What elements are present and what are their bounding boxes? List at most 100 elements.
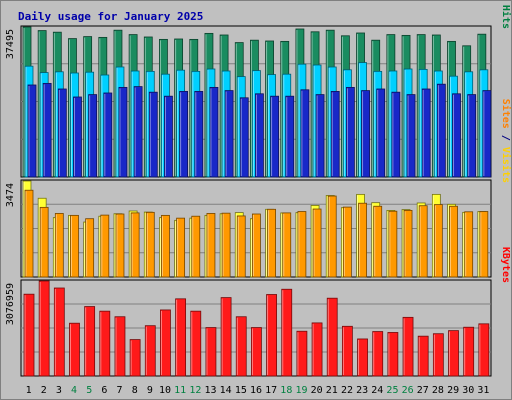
kbytes-bar (129, 339, 141, 377)
sites-bar (54, 213, 64, 278)
x-tick-label: 19 (295, 385, 307, 396)
sites-bar (297, 211, 307, 278)
x-tick-label: 16 (250, 385, 262, 396)
x-tick-label: 14 (220, 385, 232, 396)
kbytes-bar (53, 287, 65, 377)
pages-bar (133, 86, 143, 178)
pages-bar (285, 95, 295, 178)
kbytes-bar (160, 309, 171, 377)
kbytes-bar (144, 325, 156, 377)
kbytes-bar (478, 323, 490, 377)
kbytes-bar (23, 293, 35, 377)
pages-bar (345, 86, 355, 178)
kbytes-bar (402, 316, 414, 377)
pages-bar (239, 97, 249, 178)
pages-bar (421, 88, 431, 178)
x-tick-label: 1 (26, 385, 32, 396)
x-tick-label: 21 (326, 385, 338, 396)
sites-bar (464, 211, 474, 278)
pages-bar (482, 90, 492, 178)
kbytes-bar (220, 297, 232, 377)
pages-bar (406, 94, 416, 178)
kbytes-bar (205, 327, 217, 377)
side-label-part: Hits (500, 5, 512, 29)
kbytes-bar (372, 331, 384, 377)
pages-bar (57, 88, 67, 178)
series-side-label: KBytes (500, 247, 511, 283)
x-tick-label: 8 (132, 385, 138, 396)
kbytes-bar (114, 316, 126, 377)
pages-bar (270, 95, 279, 178)
side-label-part: Sites (500, 99, 512, 129)
kbytes-bar (281, 288, 293, 377)
kbytes-bar (341, 325, 353, 377)
kbytes-bar (190, 310, 202, 377)
pages-bar (118, 86, 128, 178)
x-tick-label: 25 (386, 385, 398, 396)
sites-bar (70, 214, 79, 278)
pages-bar (103, 92, 113, 178)
pages-bar (148, 91, 158, 178)
kbytes-bar (175, 298, 187, 377)
axis-max-label: 37495 (5, 29, 16, 59)
sites-bar (479, 211, 489, 278)
sites-bar (373, 205, 383, 278)
pages-bar (27, 84, 37, 178)
kbytes-bar (326, 297, 338, 377)
series-side-label: Pages / Files / Hits (500, 0, 512, 29)
sites-bar (24, 189, 34, 278)
kbytes-bar (432, 333, 444, 377)
side-label-part: KBytes (500, 247, 511, 283)
series-side-label: Sites / Visits (500, 99, 512, 183)
sites-bar (312, 208, 322, 278)
pages-bar (179, 90, 189, 178)
kbytes-bar (296, 330, 308, 377)
pages-bar (209, 86, 219, 178)
sites-bar (403, 210, 413, 278)
sites-bar (85, 218, 95, 278)
sites-bar (130, 212, 140, 278)
axis-max-label: 3474 (5, 183, 16, 207)
kbytes-bar (387, 332, 399, 377)
x-tick-label: 17 (265, 385, 277, 396)
kbytes-bar (251, 327, 262, 377)
sites-bar (206, 213, 216, 278)
sites-bar (358, 202, 367, 278)
x-axis: 1 2 3 4 5 6 7 8 9 10 11 12 13 14 15 16 17 18 19 20 21 22 23 24 2… (26, 385, 490, 396)
x-tick-label: 20 (311, 385, 323, 396)
side-label-part: / (500, 129, 511, 147)
sites-bar (39, 206, 49, 278)
sites-bar (449, 205, 458, 278)
sites-bar (161, 214, 170, 278)
x-tick-label: 4 (71, 385, 77, 396)
sites-bar (252, 213, 261, 278)
kbytes-bar (311, 322, 323, 377)
x-tick-label: 28 (432, 385, 444, 396)
kbytes-bar (357, 338, 368, 377)
sites-bar (282, 212, 292, 278)
sites-bar (418, 205, 428, 278)
sites-bar (267, 208, 276, 278)
sites-bar (236, 215, 246, 278)
x-tick-label: 12 (189, 385, 201, 396)
pages-bar (88, 94, 98, 178)
x-tick-label: 29 (447, 385, 459, 396)
pages-bar (224, 90, 234, 178)
hits-files-pages-panel: 37495 Pages / Files / Hits (5, 0, 512, 178)
visits-sites-panel: 3474 Sites / Visits (5, 99, 512, 278)
pages-bar (255, 93, 264, 178)
pages-bar (391, 91, 401, 178)
sites-bar (100, 214, 110, 278)
pages-bar (315, 94, 325, 178)
sites-bar (342, 206, 352, 278)
x-tick-label: 11 (174, 385, 186, 396)
x-tick-label: 26 (402, 385, 414, 396)
x-tick-label: 10 (159, 385, 171, 396)
x-tick-label: 24 (371, 385, 383, 396)
pages-bar (194, 90, 204, 178)
side-label-part: / (500, 0, 511, 5)
x-tick-label: 23 (356, 385, 368, 396)
kbytes-bar (84, 306, 96, 377)
x-tick-label: 13 (204, 385, 216, 396)
